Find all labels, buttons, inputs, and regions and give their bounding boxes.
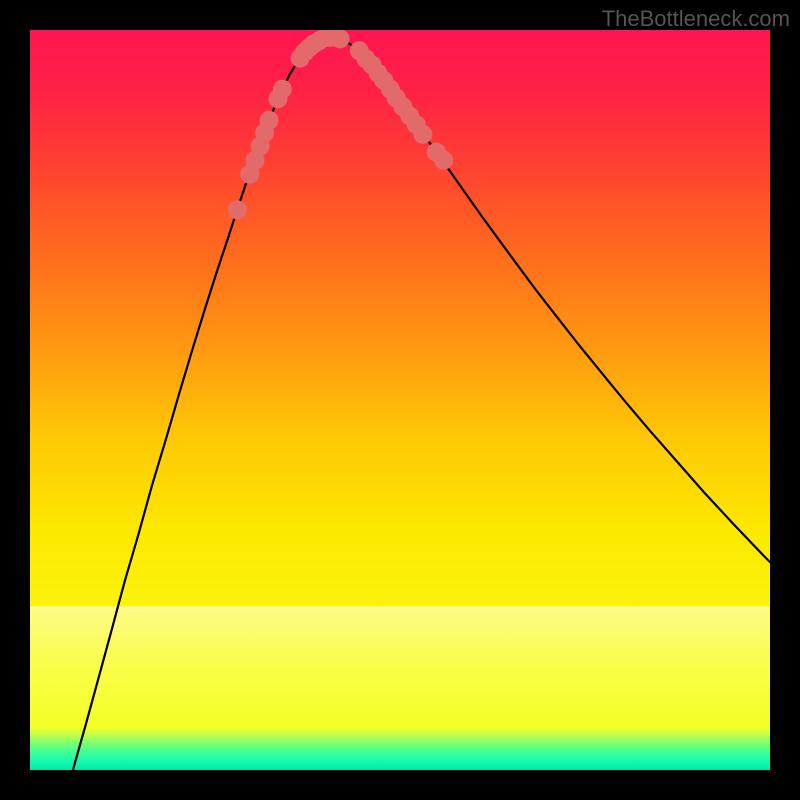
- plot-area: [30, 30, 770, 770]
- gradient-background: [30, 30, 770, 770]
- chart-svg: [30, 30, 770, 770]
- curve-marker: [434, 151, 453, 170]
- watermark-text: TheBottleneck.com: [602, 6, 790, 32]
- chart-container: TheBottleneck.com: [0, 0, 800, 800]
- curve-marker: [260, 111, 279, 130]
- curve-marker: [331, 30, 350, 48]
- curve-marker: [273, 80, 292, 99]
- curve-marker: [228, 200, 247, 219]
- curve-marker: [413, 125, 432, 144]
